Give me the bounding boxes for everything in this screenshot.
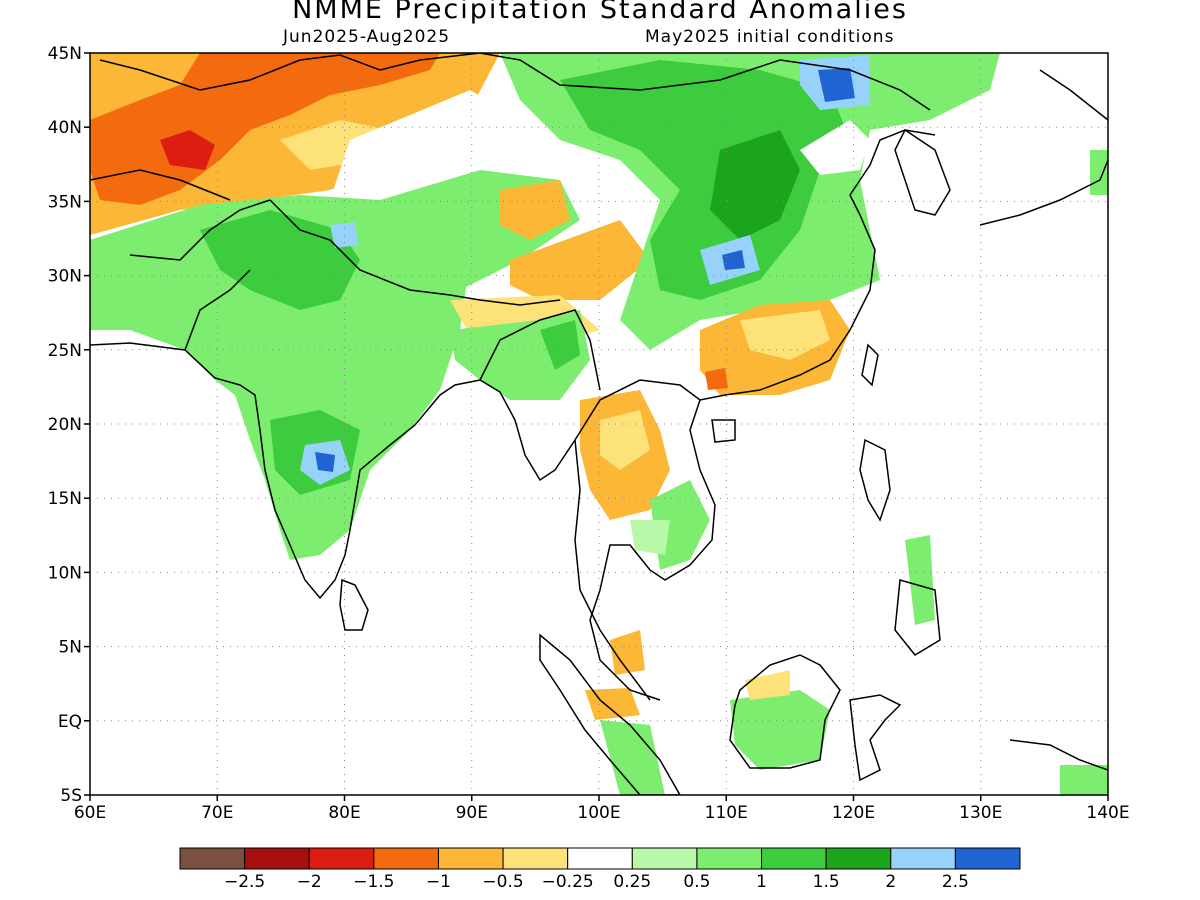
near-normal-band-north [330,90,520,200]
tibet-dry-patch-2 [510,220,650,300]
india-stronger-wet [200,210,360,310]
malaysia-dry [610,630,645,675]
colorbar-swatch [502,847,569,870]
colorbar-label: −2 [297,872,322,892]
lon-tick-label: 130E [959,803,1002,823]
lat-tick-label: 20N [48,415,82,435]
colorbar-label: −0.25 [542,872,594,892]
pakistan-border [129,199,271,351]
lon-tick-label: 110E [705,803,748,823]
colorbar-label: 0.5 [683,872,710,892]
colorbar-swatch [954,847,1021,870]
lon-tick-label: 60E [74,803,106,823]
colorbar-label: 2 [885,872,896,892]
colorbar-label: 1.5 [813,872,840,892]
china-extreme-wet [722,250,745,270]
colorbar-label: −0.5 [482,872,523,892]
korea [894,128,951,216]
malay-peninsula [574,439,651,701]
forecast-period: Jun2025-Aug2025 [283,27,451,47]
colorbar-label: −1.5 [353,872,394,892]
japan [979,69,1108,226]
colorbar-swatch [244,847,310,870]
sulawesi [849,694,902,782]
colorbar-label: 0.25 [613,872,651,892]
central-asia-strong-dry [90,53,440,205]
colorbar-swatch [631,847,698,870]
north-china-near-normal [800,120,870,175]
colorbar-swatch [567,847,633,870]
colorbar-swatch [825,847,892,870]
lat-tick-label: 30N [48,267,82,287]
gridlines [90,53,1108,795]
lat-tick-label: 45N [48,44,82,64]
initial-conditions: May2025 initial conditions [645,27,895,47]
philippines-wet [905,535,935,625]
lon-tick-label: 140E [1086,803,1129,823]
luzon [859,438,891,522]
south-china-strong-dry [705,368,728,390]
new-guinea-wet [1060,765,1108,795]
colorbar-swatch [437,847,504,870]
new-guinea [1009,739,1108,771]
colorbar-swatch [179,847,246,870]
cambodia-light-wet [630,520,670,555]
lat-tick-label: 35N [48,192,82,212]
lat-tick-label: 5N [58,638,82,658]
map-title: NMME Precipitation Standard Anomalies [292,0,908,25]
lon-tick-label: 70E [201,803,233,823]
lon-tick-label: 100E [577,803,620,823]
colorbar: −2.5 −2 −1.5 −1 −0.5 −0.25 0.25 0.5 1 1.5 2 2.5 [179,847,1021,892]
lon-tick-label: 80E [328,803,360,823]
mongolia-extreme-wet [818,68,855,102]
indochina-coastline [589,399,716,701]
central-asia-core-dry [160,130,215,170]
coastlines [90,53,1108,795]
colorbar-swatch [373,847,439,870]
colorbar-label: 2.5 [942,872,969,892]
colorbar-label: 1 [756,872,767,892]
colorbar-swatch [696,847,763,870]
sri-lanka [339,578,369,631]
borneo-light-dry [745,670,790,700]
lon-tick-label: 90E [456,803,488,823]
borneo-wet [730,690,830,770]
south-china-light-dry [740,310,830,360]
lat-tick-label: 5S [60,786,82,806]
himalaya-border [269,199,561,306]
india-extreme-wet-spot [315,452,335,472]
lon-tick-label: 120E [832,803,875,823]
colorbar-swatch [890,847,956,870]
lat-tick-label: 25N [48,341,82,361]
sumatra-wet [600,720,665,795]
colorbar-label: −1 [426,872,451,892]
mongolia-core-wet [710,130,800,240]
mindanao [894,579,941,656]
lat-tick-label: EQ [58,712,82,732]
sumatra-dry [585,688,640,720]
afghan-border [90,169,231,201]
mongolia-stronger-wet [560,60,850,300]
sumatra [539,633,681,795]
colorbar-label: −2.5 [224,872,265,892]
hainan [711,419,736,443]
japan-light-wet [1090,150,1108,195]
india-coastline [90,129,936,600]
tibet-dry-patch [500,180,570,240]
borneo [729,654,841,769]
taiwan [861,343,879,387]
china-border [99,53,931,111]
indochina-light-dry [600,410,650,470]
lat-tick-label: 10N [48,563,82,583]
lat-tick-label: 40N [48,118,82,138]
colorbar-swatch [761,847,827,870]
lat-tick-label: 15N [48,489,82,509]
northeast-india-core-wet [540,320,580,370]
myanmar-border [479,309,601,391]
colorbar-swatch [308,847,375,870]
india-wet-region [90,195,470,560]
